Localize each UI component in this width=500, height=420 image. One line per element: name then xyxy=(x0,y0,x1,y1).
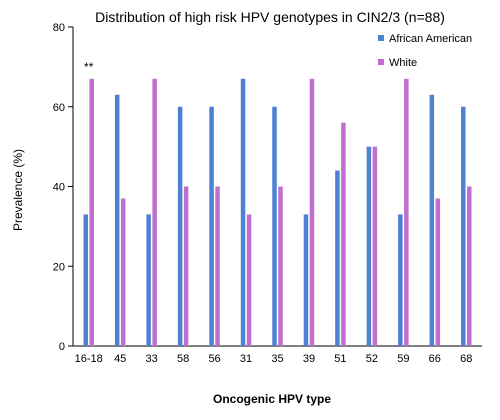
x-tick-label: 16-18 xyxy=(75,353,103,365)
bar-african-american-33 xyxy=(146,214,151,346)
bar-african-american-35 xyxy=(272,106,277,346)
significance-annotation: ** xyxy=(84,60,94,74)
bar-white-68 xyxy=(467,186,472,346)
bar-white-33 xyxy=(152,78,157,347)
x-tick-label: 59 xyxy=(397,353,409,365)
bar-african-american-39 xyxy=(303,214,309,346)
bar-african-american-66 xyxy=(429,94,435,346)
bar-white-35 xyxy=(278,186,283,346)
bar-african-american-51 xyxy=(335,170,340,346)
x-tick-label: 45 xyxy=(114,353,126,365)
y-tick-label: 0 xyxy=(59,341,65,353)
bar-white-56 xyxy=(215,186,220,346)
y-axis-ticks: 0 20 40 60 80 xyxy=(53,22,73,353)
bar-african-american-68 xyxy=(461,106,466,346)
x-tick-label: 52 xyxy=(366,353,378,365)
bar-white-66 xyxy=(435,198,441,346)
x-tick-label: 31 xyxy=(240,353,252,365)
y-tick-label: 20 xyxy=(53,261,65,273)
y-tick-label: 80 xyxy=(53,22,65,34)
bar-african-american-58 xyxy=(177,106,183,346)
legend-label: African American xyxy=(389,33,472,45)
x-tick-label: 33 xyxy=(146,353,158,365)
legend: African American White xyxy=(378,33,472,69)
bar-white-51 xyxy=(341,122,346,346)
bar-white-31 xyxy=(246,214,252,346)
chart-title: Distribution of high risk HPV genotypes … xyxy=(95,9,445,25)
bars xyxy=(83,78,472,347)
x-tick-label: 51 xyxy=(334,353,346,365)
legend-swatch xyxy=(378,59,384,65)
x-tick-label: 66 xyxy=(429,353,441,365)
y-axis-label: Prevalence (%) xyxy=(11,149,25,231)
bar-white-45 xyxy=(120,198,126,346)
bar-white-59 xyxy=(404,78,409,347)
bar-white-16-18 xyxy=(89,78,94,347)
bar-white-39 xyxy=(309,78,315,347)
legend-label: White xyxy=(389,57,417,69)
x-tick-label: 56 xyxy=(208,353,220,365)
legend-swatch xyxy=(378,35,384,41)
x-axis-label: Oncogenic HPV type xyxy=(213,392,331,406)
bar-african-american-59 xyxy=(398,214,403,346)
bar-african-american-45 xyxy=(114,94,120,346)
bar-african-american-31 xyxy=(240,78,246,347)
bar-african-american-56 xyxy=(209,106,214,346)
x-tick-label: 68 xyxy=(460,353,472,365)
axes xyxy=(72,27,482,347)
y-tick-label: 60 xyxy=(53,102,65,114)
bar-white-58 xyxy=(183,186,189,346)
annotations: ** xyxy=(84,60,94,74)
x-tick-label: 58 xyxy=(177,353,189,365)
bar-african-american-52 xyxy=(366,146,372,346)
x-tick-label: 39 xyxy=(303,353,315,365)
x-tick-label: 35 xyxy=(271,353,283,365)
y-tick-label: 40 xyxy=(53,182,65,194)
x-axis-ticks: 16-18 45 33 58 56 31 35 39 51 52 59 66 68 xyxy=(75,353,473,365)
bar-african-american-16-18 xyxy=(83,214,88,346)
bar-white-52 xyxy=(372,146,378,346)
